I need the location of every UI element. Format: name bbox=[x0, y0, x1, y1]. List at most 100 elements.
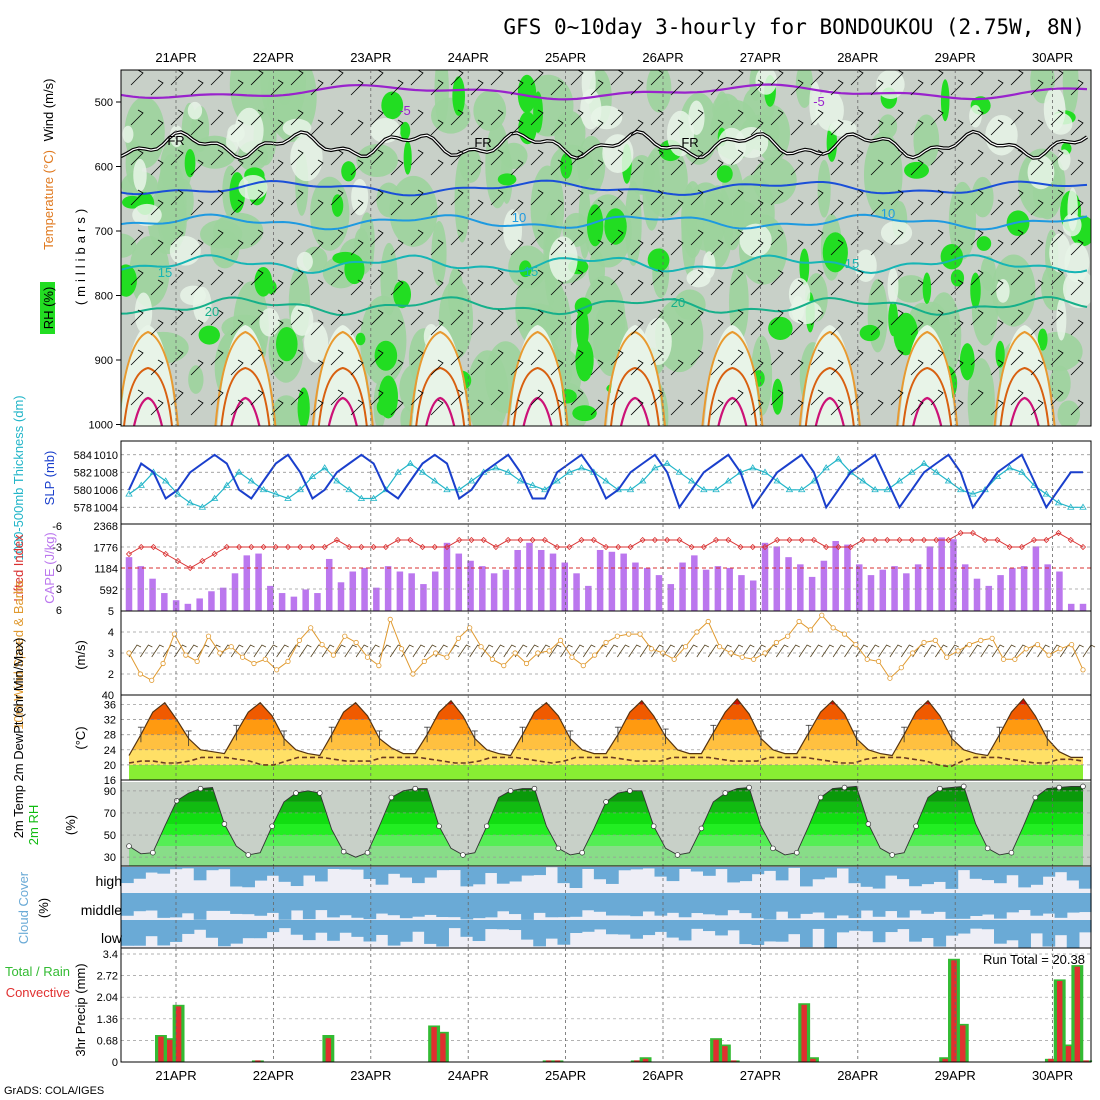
pressure-tick-label: 900 bbox=[95, 355, 113, 367]
thickness-marker bbox=[797, 485, 806, 493]
cape-bar bbox=[267, 585, 274, 611]
rh-blob bbox=[646, 70, 672, 113]
precip-tick-label: 2.04 bbox=[97, 992, 118, 1004]
cape-bar bbox=[973, 578, 981, 611]
cloud-high bbox=[181, 867, 195, 869]
contour-label: 15 bbox=[524, 264, 538, 279]
rh-blob bbox=[459, 147, 482, 183]
cloud-high bbox=[921, 867, 934, 885]
wind10m-marker bbox=[1080, 667, 1086, 673]
thickness-marker bbox=[259, 485, 268, 493]
wind-barb bbox=[270, 79, 284, 96]
wind10m-marker bbox=[239, 654, 246, 660]
wind-barb bbox=[890, 109, 904, 126]
cloud-middle bbox=[496, 893, 510, 912]
cape-tick-label: 1184 bbox=[94, 564, 118, 576]
contour-35 bbox=[132, 396, 164, 426]
cape-bar bbox=[1009, 567, 1016, 611]
precip-total-rain-label: Total / Rain bbox=[5, 964, 70, 979]
contour-label: FR bbox=[167, 133, 184, 148]
cloud-low bbox=[836, 920, 850, 933]
wind-barb bbox=[170, 309, 184, 326]
wind-barb bbox=[970, 70, 984, 86]
cloud-middle bbox=[800, 893, 813, 914]
rh-blob bbox=[309, 176, 350, 251]
wind-barb bbox=[910, 279, 924, 296]
wind-barb bbox=[910, 119, 924, 136]
wind-barb-10m bbox=[560, 644, 573, 658]
li-marker bbox=[884, 536, 891, 544]
wind10m-marker bbox=[364, 654, 371, 660]
wind-barb bbox=[610, 70, 624, 86]
rh-blob-dry bbox=[304, 322, 329, 363]
rh-blob-dry bbox=[1062, 213, 1082, 237]
wind-barb-10m bbox=[480, 644, 494, 658]
wind10m-marker bbox=[841, 631, 848, 637]
cape-bar bbox=[373, 587, 380, 611]
wind-barb-10m bbox=[605, 644, 619, 658]
wind-barb bbox=[870, 79, 884, 96]
wind-barb bbox=[650, 149, 664, 166]
cloud-low bbox=[424, 920, 437, 944]
slp-line bbox=[128, 453, 1083, 510]
wind10m-marker bbox=[614, 633, 620, 639]
cloud-high bbox=[302, 867, 316, 876]
wind-barb bbox=[330, 109, 344, 126]
wind10m-marker bbox=[751, 656, 757, 662]
wind-barb bbox=[670, 279, 684, 296]
cloud-low bbox=[703, 920, 716, 932]
cape-bar bbox=[749, 580, 757, 611]
temperature-unit: (°C) bbox=[73, 726, 88, 749]
cape-bar bbox=[1079, 603, 1087, 611]
li-marker bbox=[590, 536, 597, 544]
li-marker bbox=[468, 536, 475, 544]
wind-barb bbox=[590, 399, 604, 416]
wind-barb-10m bbox=[276, 644, 289, 658]
cape-bar bbox=[420, 584, 427, 611]
cloud-high bbox=[315, 867, 328, 882]
cape-bar bbox=[714, 566, 722, 611]
wind-barb-10m bbox=[355, 644, 369, 658]
contour-25 bbox=[506, 330, 569, 426]
wind10m-marker bbox=[1000, 656, 1007, 662]
slp-tick-label: 1010 bbox=[94, 450, 118, 462]
li-marker bbox=[395, 536, 402, 544]
rh2m-marker bbox=[1080, 783, 1086, 790]
li-marker bbox=[920, 536, 928, 544]
rh-blob-moist bbox=[716, 165, 733, 183]
cloud-low bbox=[521, 920, 534, 940]
precip-convective-bar bbox=[175, 1006, 182, 1062]
wind-barb bbox=[690, 149, 704, 166]
precip-bars bbox=[155, 958, 1093, 1062]
temp-tick-label: 28 bbox=[104, 730, 116, 742]
li-marker bbox=[284, 543, 292, 551]
wind-barb bbox=[990, 79, 1004, 96]
wind-barb bbox=[230, 319, 244, 336]
wind-barb bbox=[750, 239, 764, 256]
cloud-low bbox=[606, 920, 619, 935]
wind10m-marker bbox=[262, 656, 268, 662]
cloud-high bbox=[703, 867, 716, 876]
wind-barb bbox=[150, 159, 164, 176]
cloud-high bbox=[327, 867, 340, 870]
precip-convective-bar bbox=[634, 1060, 640, 1062]
wind-barb bbox=[210, 189, 224, 206]
cloud-high bbox=[193, 867, 207, 881]
wind-barb bbox=[670, 359, 684, 376]
wind-barb bbox=[610, 309, 624, 326]
wind-barb bbox=[890, 309, 904, 326]
contour-30 bbox=[512, 366, 563, 426]
cloud-middle bbox=[242, 893, 255, 915]
li-marker bbox=[627, 543, 634, 551]
cloud-low bbox=[254, 920, 268, 939]
wind-barb bbox=[1030, 279, 1044, 296]
wind-barb-10m bbox=[787, 644, 800, 658]
wind-barb bbox=[1010, 229, 1024, 246]
rh-blob bbox=[752, 156, 797, 205]
wind-barb bbox=[190, 239, 204, 256]
wind-barb bbox=[550, 359, 564, 376]
wind-barb bbox=[570, 389, 584, 406]
wind-barb bbox=[130, 149, 144, 166]
cloud-low bbox=[290, 920, 304, 935]
cape-bar bbox=[243, 555, 251, 611]
